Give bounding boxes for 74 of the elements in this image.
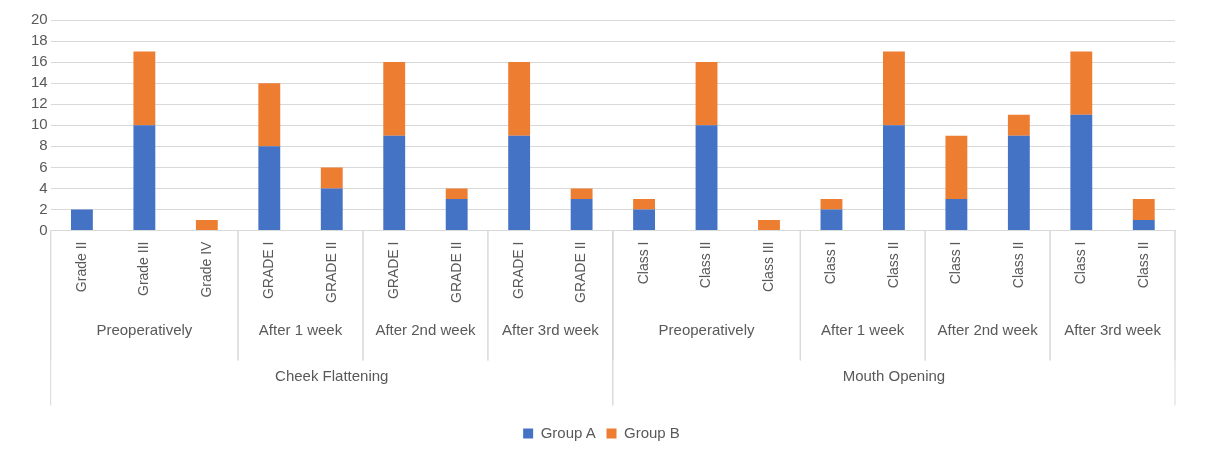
text: After 3rd week: [1064, 320, 1162, 338]
y-tick-label: 0: [39, 220, 48, 238]
y-tick-label: 16: [31, 52, 48, 70]
bar: [758, 220, 780, 231]
y-tick-label: 6: [39, 157, 48, 175]
bar: [133, 51, 156, 126]
bar: [695, 125, 718, 231]
x-tick-label: GRADE I: [510, 241, 527, 300]
bar: [695, 62, 718, 126]
bar: [1007, 114, 1030, 136]
bar: [133, 125, 156, 231]
x-tick-label: Class III: [759, 241, 776, 293]
text: After 1 week: [821, 320, 905, 338]
text: After 1 week: [258, 320, 343, 338]
text: Preoperatively: [96, 320, 193, 338]
bar: [1070, 51, 1093, 115]
bar: [320, 188, 343, 231]
y-tick-label: 8: [39, 136, 48, 154]
x-tick-label: Grade IV: [197, 240, 214, 298]
x-tick-label: Class II: [884, 241, 901, 289]
y-tick-label: 10: [31, 115, 48, 133]
x-tick-label: Class I: [947, 241, 964, 285]
y-tick-label: 18: [31, 31, 48, 49]
bar: [1132, 198, 1155, 221]
text: After 2nd week: [937, 320, 1039, 338]
bar: [445, 198, 468, 231]
x-tick-label: GRADE I: [385, 241, 402, 300]
bar: [882, 125, 905, 231]
x-tick-label: Grade II: [72, 241, 89, 293]
bar: [258, 146, 281, 231]
bar: [508, 135, 531, 231]
bar: [508, 62, 531, 136]
text: Mouth Opening: [842, 366, 946, 384]
y-tick-label: 4: [39, 178, 48, 196]
x-tick-label: Class II: [1134, 241, 1151, 289]
bar: [570, 188, 593, 199]
x-tick-label: Grade III: [135, 241, 152, 297]
text: Preoperatively: [658, 320, 755, 338]
y-tick-label: 20: [31, 10, 48, 28]
text: After 3rd week: [502, 320, 600, 338]
bar: [258, 83, 281, 147]
bar: [882, 51, 905, 126]
bar: [320, 167, 343, 189]
x-tick-label: Class I: [822, 241, 839, 285]
bar: [820, 209, 843, 231]
bar: [1132, 220, 1155, 231]
bar: [945, 198, 968, 231]
legend-label: Group B: [624, 423, 680, 441]
text: Cheek Flattening: [275, 366, 389, 384]
bar: [945, 135, 968, 199]
x-tick-label: GRADE II: [447, 241, 464, 304]
bar: [633, 198, 655, 210]
bar: [1070, 114, 1093, 231]
y-tick-label: 12: [31, 94, 48, 112]
x-tick-label: Class II: [697, 241, 714, 289]
x-tick-label: GRADE I: [260, 241, 277, 300]
x-tick-label: Class I: [634, 241, 651, 285]
text: After 2nd week: [375, 320, 476, 338]
legend-label: Group A: [540, 423, 596, 441]
bar: [383, 135, 406, 231]
bar: [633, 209, 655, 231]
bar: [383, 62, 406, 136]
bar: [445, 188, 468, 199]
x-tick-label: GRADE II: [322, 241, 339, 304]
bar: [1007, 135, 1030, 231]
bar: [195, 220, 218, 231]
x-tick-label: Class I: [1072, 241, 1089, 285]
x-tick-label: Class II: [1009, 241, 1026, 289]
bar: [570, 198, 593, 231]
y-tick-label: 14: [31, 73, 48, 91]
bar: [70, 209, 93, 231]
x-tick-label: GRADE II: [572, 241, 589, 304]
y-tick-label: 2: [39, 199, 48, 217]
bar: [820, 198, 843, 210]
